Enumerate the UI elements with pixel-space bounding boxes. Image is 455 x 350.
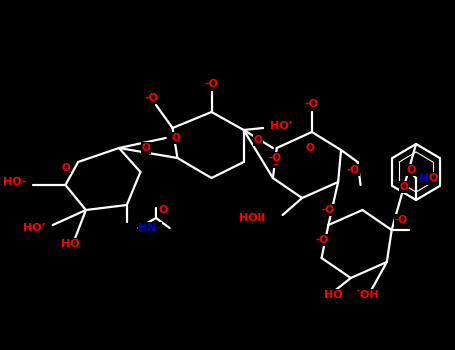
Text: O: O <box>399 182 408 192</box>
Text: -O: -O <box>346 165 359 175</box>
Text: O: O <box>158 205 167 215</box>
Text: -O: -O <box>305 99 319 109</box>
Text: HȮ: HȮ <box>324 290 343 300</box>
Text: HO’: HO’ <box>23 223 46 233</box>
Text: -O: -O <box>268 153 281 163</box>
Text: O: O <box>61 163 70 173</box>
Text: O: O <box>254 135 263 145</box>
Text: O: O <box>406 165 416 175</box>
Text: O: O <box>429 173 438 183</box>
Text: -O: -O <box>322 205 335 215</box>
Text: -O: -O <box>144 93 158 103</box>
Text: N: N <box>419 172 429 184</box>
Text: O: O <box>270 157 279 167</box>
Text: -O: -O <box>395 215 408 225</box>
Text: O: O <box>142 143 151 153</box>
Text: HO’: HO’ <box>270 121 293 131</box>
Text: -O: -O <box>205 79 218 89</box>
Text: HȮ: HȮ <box>61 239 80 249</box>
Text: -O: -O <box>315 235 328 245</box>
Text: HOll: HOll <box>239 213 265 223</box>
Text: HN-: HN- <box>138 223 162 233</box>
Text: O: O <box>317 235 326 245</box>
Text: ̇OH: ̇OH <box>361 290 379 300</box>
Text: O: O <box>171 133 180 143</box>
Text: HO-: HO- <box>3 177 26 187</box>
Text: O: O <box>305 143 314 153</box>
